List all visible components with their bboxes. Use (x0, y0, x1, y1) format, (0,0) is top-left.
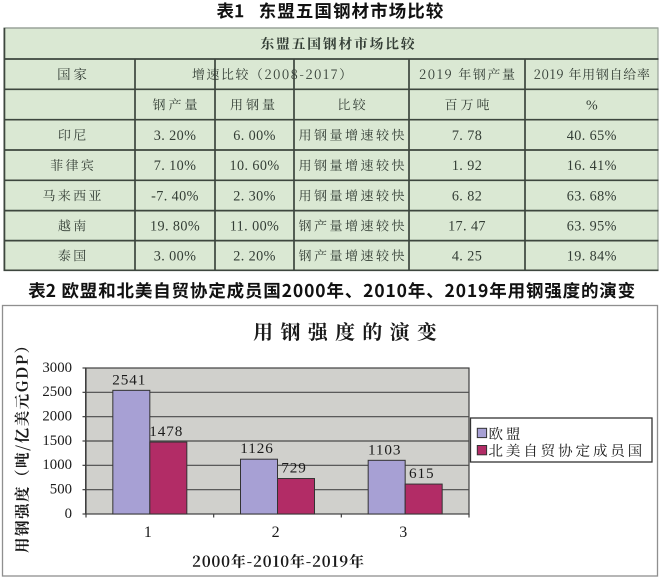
svg-text:11. 00%: 11. 00% (230, 219, 280, 235)
svg-text:2541: 2541 (112, 371, 146, 388)
svg-text:1000: 1000 (42, 457, 72, 473)
svg-text:63. 68%: 63. 68% (567, 188, 617, 204)
svg-text:3: 3 (399, 524, 407, 541)
svg-text:-7. 40%: -7. 40% (151, 188, 199, 204)
svg-text:500: 500 (50, 482, 72, 498)
svg-text:4. 25: 4. 25 (452, 248, 482, 264)
svg-text:40. 65%: 40. 65% (567, 128, 617, 144)
svg-text:1. 92: 1. 92 (452, 158, 482, 174)
svg-text:6. 00%: 6. 00% (233, 128, 276, 144)
svg-text:3000: 3000 (42, 360, 72, 376)
svg-text:729: 729 (281, 460, 306, 477)
svg-text:1: 1 (144, 524, 152, 541)
svg-text:615: 615 (409, 465, 434, 482)
svg-text:2500: 2500 (42, 384, 72, 400)
svg-text:17. 47: 17. 47 (448, 219, 486, 235)
svg-text:3. 00%: 3. 00% (154, 248, 197, 264)
svg-text:1500: 1500 (42, 433, 72, 449)
svg-text:16. 41%: 16. 41% (567, 158, 617, 174)
svg-text:7. 10%: 7. 10% (154, 158, 197, 174)
svg-text:6. 82: 6. 82 (452, 188, 482, 204)
svg-text:19. 80%: 19. 80% (150, 219, 200, 235)
svg-text:2000: 2000 (42, 409, 72, 425)
svg-text:%: % (586, 99, 598, 114)
svg-text:19. 84%: 19. 84% (567, 248, 617, 264)
svg-text:10. 60%: 10. 60% (229, 158, 279, 174)
svg-text:0: 0 (65, 506, 72, 522)
svg-text:7. 78: 7. 78 (452, 128, 482, 144)
svg-text:3. 20%: 3. 20% (154, 128, 197, 144)
svg-text:2: 2 (272, 524, 280, 541)
svg-text:2. 20%: 2. 20% (233, 248, 276, 264)
svg-text:1478: 1478 (149, 423, 183, 440)
svg-text:1126: 1126 (240, 440, 273, 457)
svg-text:63. 95%: 63. 95% (567, 219, 617, 235)
svg-text:1103: 1103 (368, 441, 401, 458)
svg-text:2. 30%: 2. 30% (233, 188, 276, 204)
